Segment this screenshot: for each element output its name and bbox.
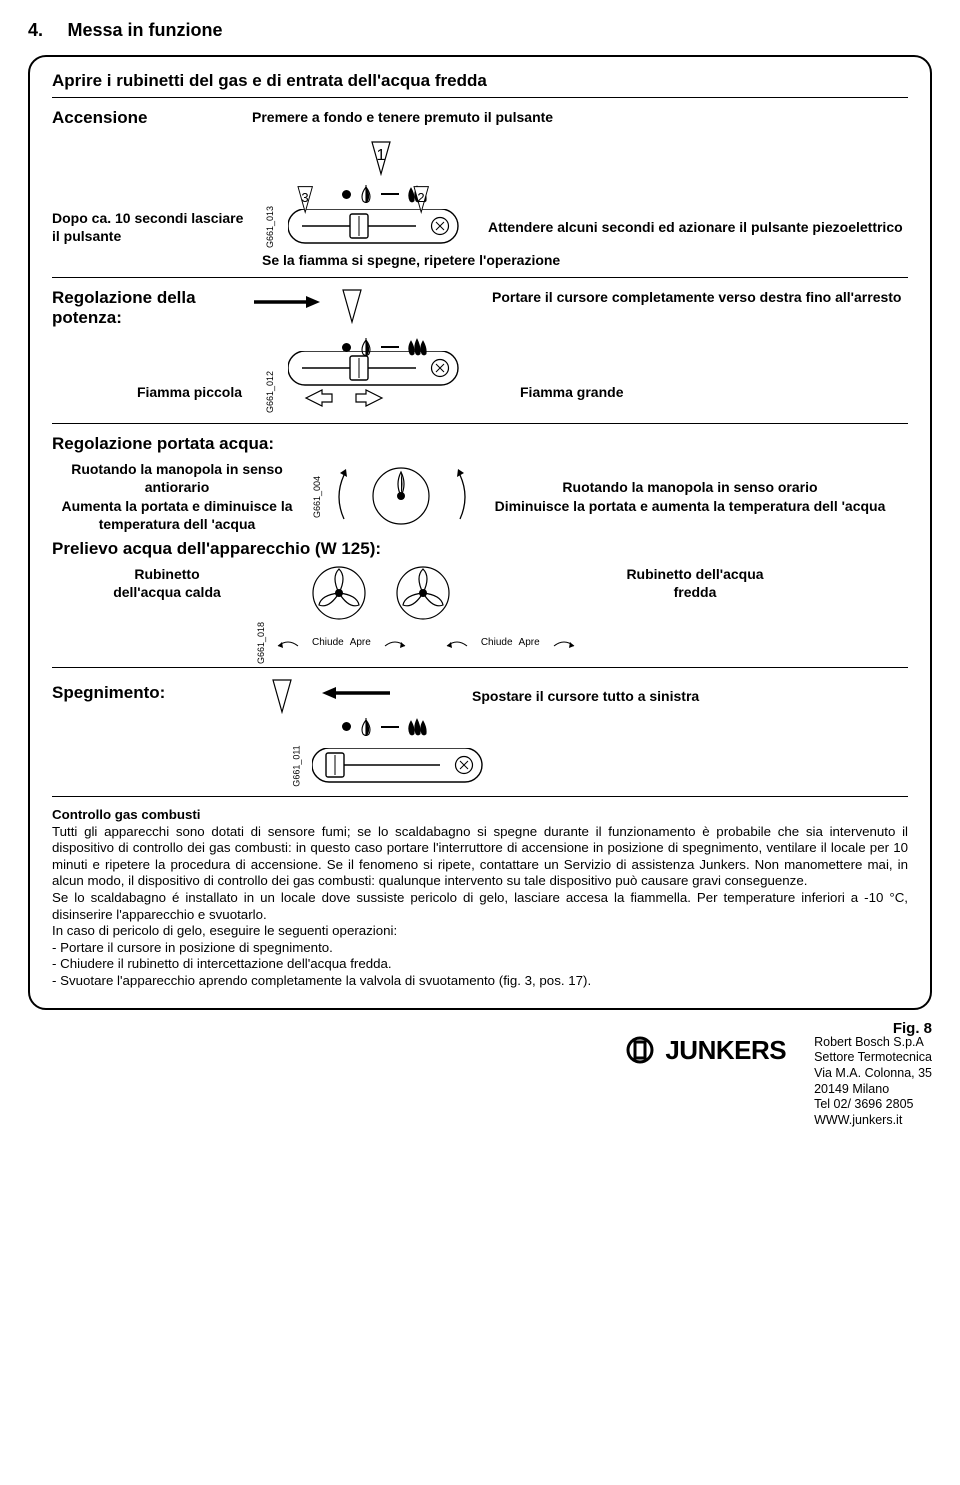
body-li2: - Chiudere il rubinetto di intercettazio… bbox=[52, 956, 908, 973]
section-number: 4. bbox=[28, 20, 43, 41]
code-g661-018: G661_018 bbox=[256, 622, 266, 664]
hot-tap-label: Rubinetto dell'acqua calda bbox=[52, 565, 282, 601]
svg-text:3: 3 bbox=[301, 190, 308, 205]
content-frame: Aprire i rubinetti del gas e di entrata … bbox=[28, 55, 932, 1010]
triangle-3-icon: 3 bbox=[282, 185, 328, 221]
premere-text: Premere a fondo e tenere premuto il puls… bbox=[252, 108, 908, 126]
code-g661-013: G661_013 bbox=[265, 206, 275, 248]
dopo-text: Dopo ca. 10 secondi lasciare il pulsante bbox=[52, 209, 252, 245]
brand-logo: JUNKERS bbox=[623, 1035, 786, 1066]
body-p3: In caso di pericolo di gelo, eseguire le… bbox=[52, 923, 908, 940]
slider-off-icon bbox=[312, 748, 484, 784]
code-g661-011: G661_011 bbox=[292, 745, 302, 786]
ccw-arrow-icon bbox=[332, 467, 350, 527]
company-address: Robert Bosch S.p.A Settore Termotecnica … bbox=[814, 1035, 932, 1129]
triangle-1-icon: 1 bbox=[352, 140, 410, 176]
svg-text:1: 1 bbox=[377, 147, 386, 164]
logo-icon bbox=[623, 1036, 657, 1064]
cold-valve-icon bbox=[395, 565, 453, 623]
s5-title: Spegnimento: bbox=[52, 683, 252, 703]
attendere-text: Attendere alcuni secondi ed azionare il … bbox=[488, 218, 908, 236]
knob-icon bbox=[371, 466, 433, 528]
hot-valve-icon bbox=[311, 565, 369, 623]
body-p2: Se lo scaldabagno é installato in un loc… bbox=[52, 890, 908, 923]
section-title: Messa in funzione bbox=[67, 20, 222, 40]
ripetere-text: Se la fiamma si spegne, ripetere l'opera… bbox=[262, 251, 908, 269]
arrow-left-icon bbox=[312, 685, 392, 701]
fiamma-piccola: Fiamma piccola bbox=[52, 383, 252, 401]
dot-icon bbox=[342, 190, 351, 199]
body-p1: Tutti gli apparecchi sono dotati di sens… bbox=[52, 824, 908, 890]
controllo-heading: Controllo gas combusti bbox=[52, 807, 908, 824]
page-header: 4. Messa in funzione bbox=[28, 20, 932, 41]
accensione-label: Accensione bbox=[52, 108, 252, 128]
s4-title: Prelievo acqua dell'apparecchio (W 125): bbox=[52, 539, 908, 559]
code-g661-012: G661_012 bbox=[265, 371, 275, 413]
code-g661-004: G661_004 bbox=[312, 476, 322, 518]
arrow-right-icon bbox=[252, 294, 322, 310]
body-li3: - Svuotare l'apparecchio aprendo complet… bbox=[52, 973, 908, 990]
triangle-2-icon: 2 bbox=[398, 185, 444, 221]
cold-tap-label: Rubinetto dell'acqua fredda bbox=[482, 565, 908, 601]
body-li1: - Portare il cursore in posizione di spe… bbox=[52, 940, 908, 957]
arrows-lr-icon bbox=[304, 386, 384, 410]
chiude-apre-row: Chiude Apre Chiude Apre bbox=[276, 636, 576, 650]
triangle-down-icon bbox=[323, 288, 381, 324]
s3-left: Ruotando la manopola in senso antiorario… bbox=[52, 460, 302, 533]
s3-right: Ruotando la manopola in senso orario Dim… bbox=[472, 478, 908, 514]
icon-row-3 bbox=[342, 718, 908, 736]
brand-name: JUNKERS bbox=[665, 1035, 786, 1066]
portare-text: Portare il cursore completamente verso d… bbox=[492, 288, 908, 306]
s1-title: Aprire i rubinetti del gas e di entrata … bbox=[52, 71, 908, 91]
cw-arrow-icon bbox=[454, 467, 472, 527]
dash-icon bbox=[381, 193, 399, 195]
svg-text:2: 2 bbox=[417, 190, 424, 205]
s3-title: Regolazione portata acqua: bbox=[52, 434, 908, 454]
spostare-text: Spostare il cursore tutto a sinistra bbox=[472, 687, 908, 705]
s2-title: Regolazione della potenza: bbox=[52, 288, 252, 328]
triangle-off-icon bbox=[253, 678, 311, 714]
fiamma-grande: Fiamma grande bbox=[520, 383, 908, 401]
flame-half-icon bbox=[359, 185, 373, 203]
slider-2-icon bbox=[288, 351, 460, 387]
